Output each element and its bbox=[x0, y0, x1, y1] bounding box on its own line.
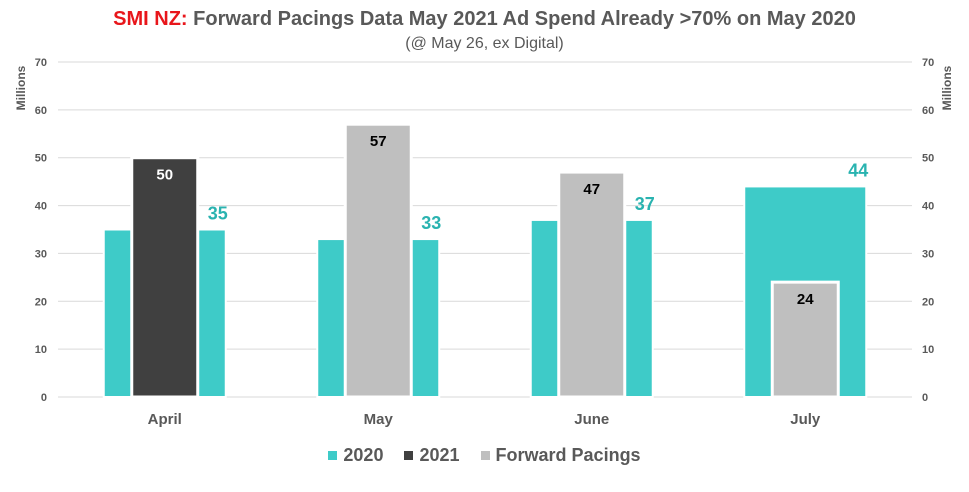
bar-2021-label: 50 bbox=[156, 167, 173, 184]
y-tick-label-left: 20 bbox=[35, 296, 47, 308]
legend-label-2020: 2020 bbox=[343, 445, 384, 465]
legend-label-2021: 2021 bbox=[419, 445, 460, 465]
y-tick-label-left: 0 bbox=[41, 392, 47, 404]
chart-title-brand: SMI NZ: bbox=[113, 8, 188, 30]
y-tick-label-left: 30 bbox=[35, 248, 47, 260]
legend-swatch-2021 bbox=[404, 451, 414, 460]
bar-2020-label: 37 bbox=[635, 194, 655, 214]
bar-2020-label: 33 bbox=[421, 213, 441, 233]
bar-2021 bbox=[130, 156, 200, 399]
y-tick-label-left: 10 bbox=[35, 344, 47, 356]
bar-forward-pacings-label: 24 bbox=[797, 291, 814, 308]
x-tick-label: May bbox=[364, 411, 394, 428]
bars bbox=[102, 122, 868, 399]
y-tick-label-left: 50 bbox=[35, 153, 47, 165]
bar-2020-label: 44 bbox=[848, 160, 868, 180]
chart-subtitle: (@ May 26, ex Digital) bbox=[405, 35, 564, 52]
axes: 0 0 10 10 20 20 30 30 40 40 50 50 60 60 70 70 Millions Mi… bbox=[14, 57, 954, 428]
x-tick-label: April bbox=[148, 411, 182, 428]
y-tick-label-right: 70 bbox=[922, 57, 934, 69]
y-tick-label-right: 50 bbox=[922, 153, 934, 165]
bar-forward-pacings bbox=[557, 170, 627, 399]
legend-label-forward-pacings: Forward Pacings bbox=[495, 445, 641, 465]
y-tick-label-right: 20 bbox=[922, 296, 934, 308]
legend-item-2021: 2021 bbox=[404, 445, 460, 466]
legend-item-2020: 2020 bbox=[328, 445, 383, 466]
bar-forward-pacings bbox=[343, 122, 413, 399]
bar-forward-pacings-label: 47 bbox=[583, 181, 600, 198]
legend: 2020 2021 Forward Pacings bbox=[0, 444, 969, 466]
y-tick-label-right: 30 bbox=[922, 248, 934, 260]
y-axis-title-left: Millions bbox=[14, 65, 28, 110]
y-tick-label-left: 60 bbox=[35, 105, 47, 117]
y-tick-label-right: 40 bbox=[922, 201, 934, 213]
chart-title: SMI NZ: Forward Pacings Data May 2021 Ad… bbox=[0, 8, 969, 31]
y-tick-label-left: 70 bbox=[35, 57, 47, 69]
y-tick-label-right: 0 bbox=[922, 392, 928, 404]
chart-area: 50 35 57 33 47 37 24 44 0 0 10 10 20 20 30 30 40 40 50 50 6… bbox=[14, 57, 954, 428]
legend-swatch-forward-pacings bbox=[480, 451, 490, 460]
chart-title-text: Forward Pacings Data May 2021 Ad Spend A… bbox=[193, 8, 856, 30]
bar-2020-label: 35 bbox=[208, 204, 228, 224]
bar-forward-pacings bbox=[770, 280, 840, 399]
data-labels: 50 35 57 33 47 37 24 44 bbox=[156, 133, 868, 308]
legend-item-forward-pacings: Forward Pacings bbox=[480, 445, 641, 466]
y-tick-label-right: 10 bbox=[922, 344, 934, 356]
y-tick-label-left: 40 bbox=[35, 201, 47, 213]
bar-forward-pacings-label: 57 bbox=[370, 133, 387, 150]
x-tick-label: July bbox=[790, 411, 821, 428]
legend-swatch-2020 bbox=[328, 451, 338, 460]
y-tick-label-right: 60 bbox=[922, 105, 934, 117]
y-axis-title-right: Millions bbox=[940, 65, 954, 110]
x-tick-label: June bbox=[574, 411, 609, 428]
